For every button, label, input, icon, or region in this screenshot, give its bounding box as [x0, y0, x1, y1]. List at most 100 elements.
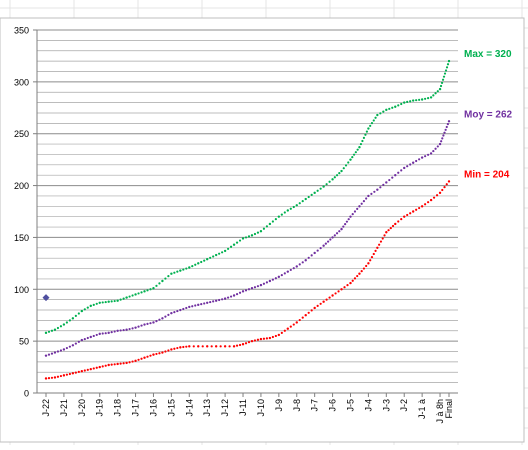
data-point: [250, 339, 254, 343]
line-dot: [68, 345, 71, 348]
line-dot: [256, 285, 260, 288]
x-tick-label: J-14: [184, 399, 194, 417]
line-dot: [244, 236, 248, 239]
line-dot: [283, 272, 286, 275]
line-dot: [228, 345, 231, 348]
line-dot: [221, 298, 224, 301]
line-dot: [379, 240, 383, 243]
line-dot: [432, 94, 435, 97]
data-point: [420, 98, 424, 101]
line-dot: [370, 122, 374, 125]
line-dot: [229, 295, 233, 298]
line-dot: [50, 376, 54, 379]
line-dot: [310, 309, 313, 312]
data-point: [304, 259, 307, 262]
line-dot: [424, 203, 427, 206]
line-dot: [307, 195, 310, 199]
line-dot: [218, 298, 221, 302]
line-dot: [86, 306, 89, 309]
x-tick-label: Final: [444, 399, 454, 419]
line-dot: [86, 336, 89, 340]
line-dot: [328, 180, 331, 183]
line-dot: [149, 354, 152, 357]
line-dot: [337, 290, 340, 293]
line-dot: [113, 330, 116, 333]
line-dot: [374, 249, 377, 253]
y-tick-label: 50: [19, 337, 29, 347]
line-dot: [191, 265, 194, 268]
series-label-min: Min = 204: [464, 169, 510, 180]
data-point: [313, 306, 316, 310]
line-dot: [353, 210, 357, 213]
line-dot: [292, 267, 295, 270]
line-dot: [262, 337, 266, 340]
line-dot: [247, 288, 251, 291]
line-dot: [333, 176, 336, 179]
line-dot: [59, 374, 63, 378]
line-dot: [338, 172, 341, 175]
line-dot: [397, 104, 400, 107]
line-dot: [110, 363, 113, 366]
line-dot: [441, 188, 444, 192]
data-point: [116, 299, 119, 302]
y-tick-label: 250: [14, 129, 29, 139]
data-point: [277, 333, 281, 337]
line-dot: [83, 308, 86, 311]
line-dot: [443, 72, 447, 75]
line-dot: [158, 318, 161, 321]
line-dot: [185, 345, 188, 348]
data-point: [367, 262, 370, 265]
data-point: [206, 301, 209, 304]
data-point: [403, 215, 406, 218]
line-dot: [140, 324, 143, 327]
line-dot: [333, 234, 336, 237]
line-dot: [176, 270, 179, 273]
data-point: [313, 251, 316, 255]
line-dot: [158, 282, 161, 285]
line-dot: [360, 270, 363, 273]
line-dot: [369, 259, 372, 262]
line-dot: [379, 112, 382, 115]
data-point: [411, 161, 415, 164]
data-point: [295, 321, 298, 324]
line-dot: [104, 364, 107, 367]
data-point: [161, 279, 164, 283]
line-dot: [307, 256, 310, 259]
line-dot: [328, 296, 331, 299]
data-point: [152, 287, 155, 290]
x-tick-label: J-5: [345, 399, 355, 412]
data-point: [71, 317, 75, 320]
line-dot: [356, 207, 359, 211]
line-dot: [378, 243, 381, 246]
line-dot: [155, 284, 158, 287]
data-point: [188, 266, 191, 269]
line-dot: [379, 186, 382, 189]
data-point: [385, 231, 388, 234]
line-dot: [338, 230, 341, 233]
line-dot: [77, 370, 80, 374]
line-dot: [167, 349, 170, 352]
data-point: [107, 331, 110, 335]
data-point: [394, 105, 397, 108]
line-dot: [289, 268, 292, 272]
line-dot: [226, 247, 230, 250]
line-dot: [140, 291, 143, 294]
line-dot: [301, 316, 304, 319]
line-dot: [397, 220, 400, 223]
data-point: [143, 290, 146, 293]
line-dot: [219, 345, 222, 348]
data-point: [286, 327, 289, 330]
data-point-marker: [42, 294, 50, 302]
data-point: [206, 345, 209, 348]
data-point: [358, 205, 361, 208]
line-dot: [397, 171, 400, 174]
line-dot: [444, 128, 447, 131]
line-dot: [415, 99, 418, 102]
data-point: [268, 279, 272, 283]
data-point: [152, 353, 155, 356]
line-dot: [212, 255, 215, 258]
line-dot: [374, 116, 377, 119]
line-dot: [353, 277, 357, 280]
line-dot: [274, 218, 277, 221]
line-dot: [56, 375, 60, 378]
